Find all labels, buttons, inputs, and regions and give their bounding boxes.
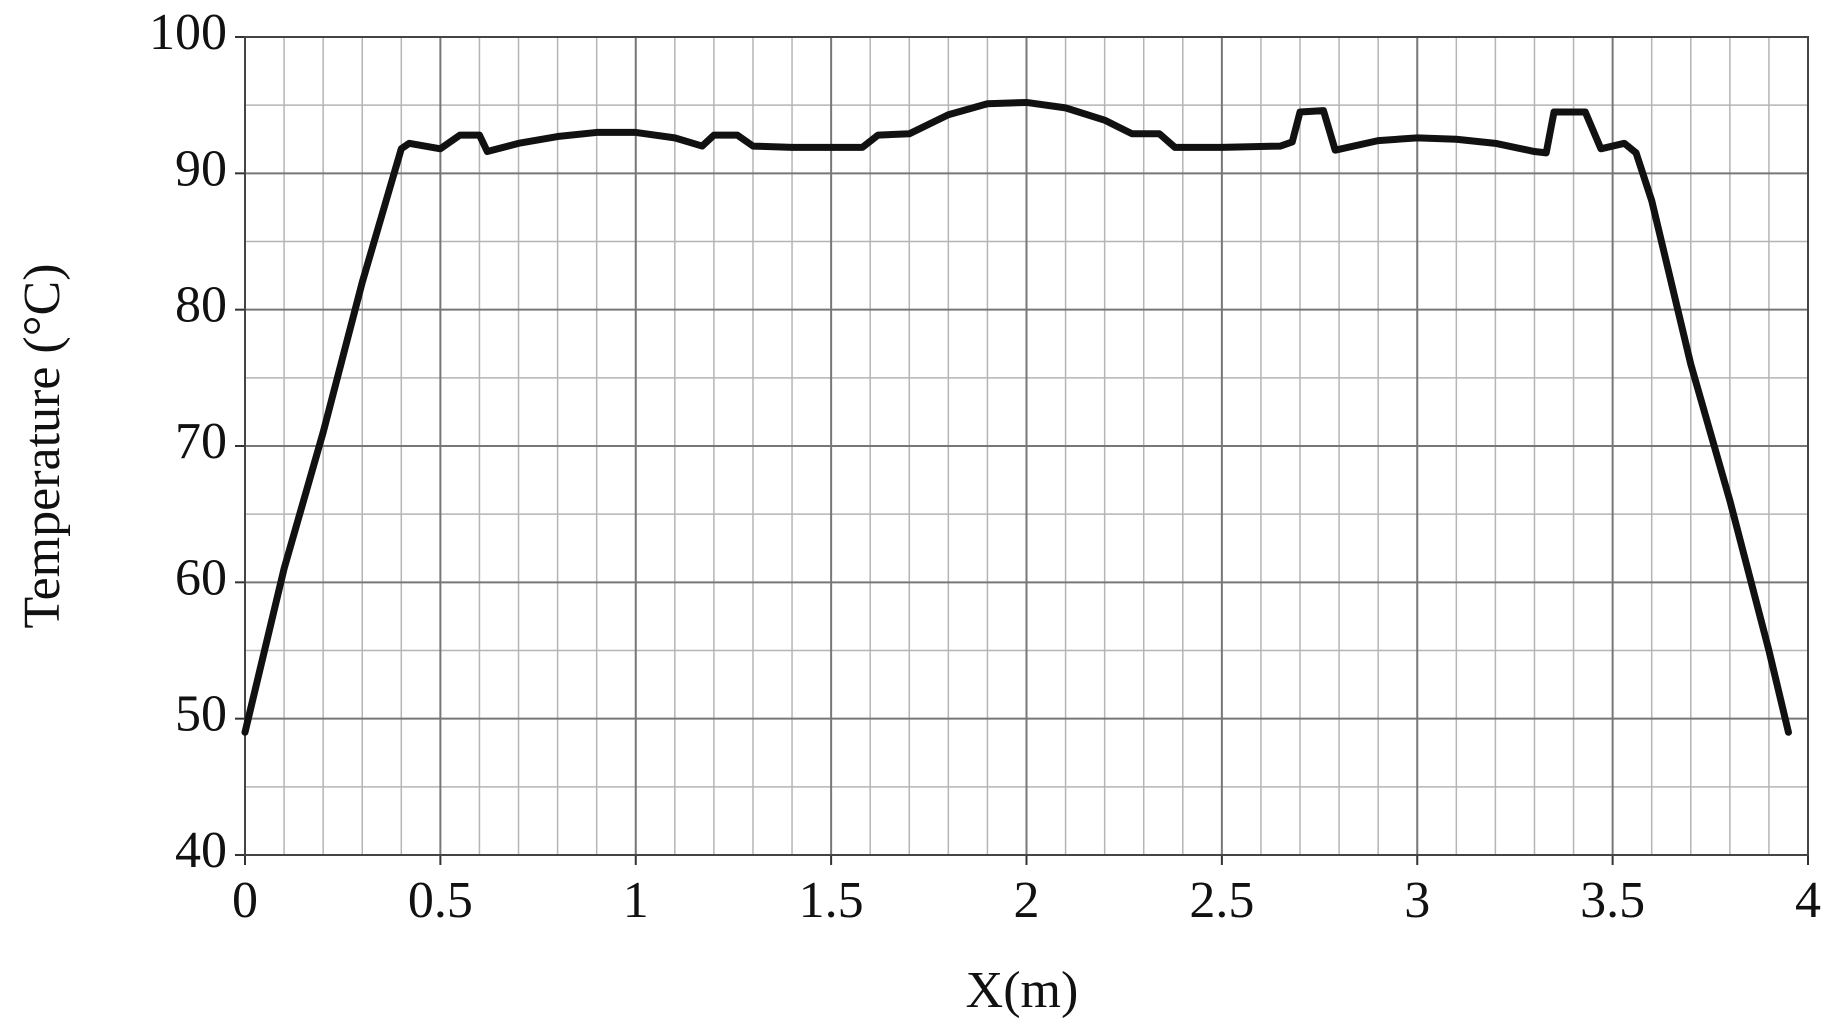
y-tick-label: 70 <box>175 413 227 470</box>
x-tick-label: 0 <box>232 872 258 929</box>
x-tick-label: 1.5 <box>799 872 864 929</box>
x-tick-label: 3.5 <box>1580 872 1645 929</box>
x-tick-label: 1 <box>623 872 649 929</box>
y-tick-label: 80 <box>175 277 227 334</box>
plot-frame <box>244 36 1809 856</box>
x-tick-label: 2 <box>1014 872 1040 929</box>
y-tick-label: 100 <box>149 4 227 61</box>
x-tick-label: 2.5 <box>1189 872 1254 929</box>
y-tick-label: 50 <box>175 686 227 743</box>
x-tick-label: 0.5 <box>408 872 473 929</box>
y-tick-label: 60 <box>175 549 227 606</box>
y-tick-label: 90 <box>175 140 227 197</box>
x-tick-label: 4 <box>1795 872 1821 929</box>
x-tick-label: 3 <box>1404 872 1430 929</box>
line-series <box>241 98 1792 736</box>
x-axis-label: X(m) <box>966 962 1079 1019</box>
y-tick-label: 40 <box>175 822 227 879</box>
y-axis-label: Temperature (°C) <box>14 263 71 628</box>
